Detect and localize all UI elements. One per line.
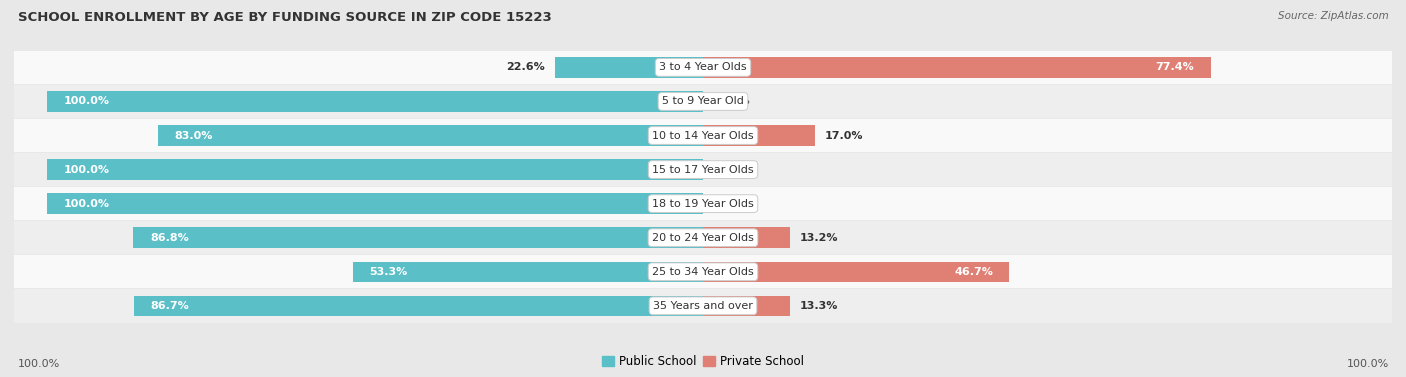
Text: 46.7%: 46.7% [955, 267, 993, 277]
Text: 86.8%: 86.8% [150, 233, 188, 243]
Bar [14, 51, 1392, 84]
Bar [703, 227, 790, 248]
Bar [14, 255, 1392, 288]
Text: 5 to 9 Year Old: 5 to 9 Year Old [662, 97, 744, 106]
Text: 0.0%: 0.0% [720, 165, 749, 175]
Bar [14, 85, 1392, 118]
Bar [159, 125, 703, 146]
Text: 86.7%: 86.7% [150, 301, 190, 311]
Text: 10 to 14 Year Olds: 10 to 14 Year Olds [652, 130, 754, 141]
Text: 0.0%: 0.0% [720, 199, 749, 208]
Bar [353, 262, 703, 282]
Bar [14, 119, 1392, 152]
Bar [134, 296, 703, 316]
Bar [14, 153, 1392, 186]
Bar [14, 187, 1392, 220]
Bar [46, 91, 703, 112]
Legend: Public School, Private School: Public School, Private School [598, 351, 808, 373]
Text: 83.0%: 83.0% [174, 130, 214, 141]
Text: 25 to 34 Year Olds: 25 to 34 Year Olds [652, 267, 754, 277]
Bar [14, 221, 1392, 254]
Text: 100.0%: 100.0% [1347, 359, 1389, 369]
Text: 100.0%: 100.0% [63, 97, 110, 106]
Text: 22.6%: 22.6% [506, 62, 546, 72]
Text: 100.0%: 100.0% [63, 199, 110, 208]
Bar [14, 289, 1392, 323]
Bar [703, 296, 790, 316]
Text: 100.0%: 100.0% [18, 359, 60, 369]
Text: 13.3%: 13.3% [800, 301, 838, 311]
Text: SCHOOL ENROLLMENT BY AGE BY FUNDING SOURCE IN ZIP CODE 15223: SCHOOL ENROLLMENT BY AGE BY FUNDING SOUR… [18, 11, 553, 24]
Bar [703, 262, 1010, 282]
Bar [134, 227, 703, 248]
Text: 20 to 24 Year Olds: 20 to 24 Year Olds [652, 233, 754, 243]
Bar [46, 193, 703, 214]
Text: 18 to 19 Year Olds: 18 to 19 Year Olds [652, 199, 754, 208]
Text: 13.2%: 13.2% [800, 233, 838, 243]
Text: 53.3%: 53.3% [370, 267, 408, 277]
Bar [46, 159, 703, 180]
Text: 17.0%: 17.0% [824, 130, 863, 141]
Text: 15 to 17 Year Olds: 15 to 17 Year Olds [652, 165, 754, 175]
Text: 3 to 4 Year Olds: 3 to 4 Year Olds [659, 62, 747, 72]
Text: 35 Years and over: 35 Years and over [652, 301, 754, 311]
Bar [555, 57, 703, 78]
Text: Source: ZipAtlas.com: Source: ZipAtlas.com [1278, 11, 1389, 21]
Bar [703, 57, 1211, 78]
Bar [703, 125, 814, 146]
Text: 0.0%: 0.0% [720, 97, 749, 106]
Text: 77.4%: 77.4% [1156, 62, 1195, 72]
Text: 100.0%: 100.0% [63, 165, 110, 175]
